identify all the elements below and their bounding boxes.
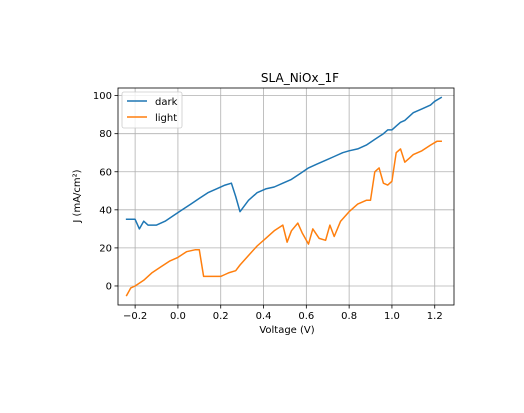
x-axis-label: Voltage (V) — [259, 325, 314, 336]
x-tick-label: 1.2 — [427, 311, 443, 322]
ticks: −0.2 0.0 0.2 0.4 0.6 0.8 1.0 1.2 0 20 40 60 80 100 — [93, 91, 443, 322]
y-tick-label: 80 — [99, 129, 112, 140]
legend-label-dark: dark — [155, 97, 178, 108]
x-tick-label: 0.4 — [256, 311, 272, 322]
y-tick-label: 20 — [99, 243, 112, 254]
series-lines — [125, 96, 443, 297]
legend-label-light: light — [155, 113, 177, 124]
series-line-dark — [125, 96, 443, 230]
axes-frame — [117, 87, 455, 306]
x-tick-label: 0.6 — [298, 311, 314, 322]
y-axis-label: J (mA/cm²) — [72, 169, 83, 223]
x-tick-label: 1.0 — [384, 311, 400, 322]
y-tick-label: 0 — [106, 281, 112, 292]
y-tick-label: 100 — [93, 91, 112, 102]
x-tick-label: 0.8 — [341, 311, 357, 322]
y-tick-label: 60 — [99, 167, 112, 178]
x-tick-label: 0.0 — [170, 311, 186, 322]
x-tick-label: 0.2 — [213, 311, 229, 322]
x-tick-label: −0.2 — [123, 311, 147, 322]
chart-title: SLA_NiOx_1F — [261, 71, 339, 85]
grid — [118, 88, 454, 305]
y-tick-label: 40 — [99, 205, 112, 216]
series-line-light — [125, 140, 442, 297]
legend: dark light — [121, 91, 183, 129]
